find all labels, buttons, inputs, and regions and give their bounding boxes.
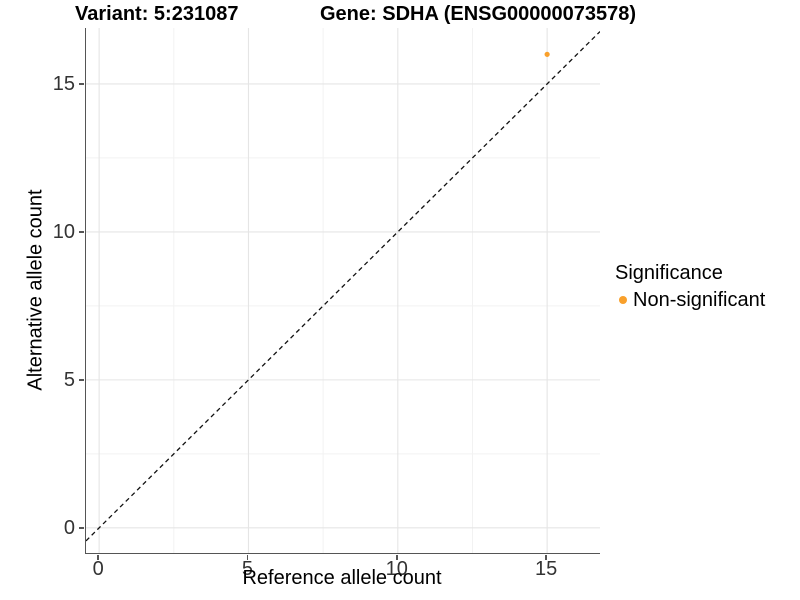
y-tick-mark <box>78 527 84 529</box>
x-tick-mark <box>545 554 547 560</box>
x-axis-label: Reference allele count <box>242 567 442 589</box>
x-tick-mark <box>246 554 249 560</box>
x-tick-label: 15 <box>535 558 558 580</box>
data-point <box>544 51 550 57</box>
plot-title-variant: Variant: 5:231087 <box>75 3 239 25</box>
y-tick-label: 5 <box>63 368 75 391</box>
legend-point-icon <box>619 296 627 304</box>
x-tick-mark <box>396 554 398 560</box>
y-tick-label: 10 <box>52 220 75 243</box>
plot-title-gene: Gene: SDHA (ENSG00000073578) <box>320 3 637 25</box>
identity-dashed-line <box>86 31 600 542</box>
legend: Significance Non-significant <box>615 261 765 313</box>
legend-title: Significance <box>615 262 723 284</box>
x-tick-label: 5 <box>241 558 254 580</box>
x-tick-label: 0 <box>92 558 104 580</box>
y-tick-label: 0 <box>63 516 75 539</box>
y-tick-label: 15 <box>52 72 75 95</box>
x-tick-mark <box>97 554 99 560</box>
y-tick-mark <box>78 379 84 381</box>
plot-canvas <box>86 28 600 553</box>
plot-panel <box>85 28 600 554</box>
x-tick-label: 10 <box>385 558 408 580</box>
legend-item: Non-significant <box>615 287 765 313</box>
y-tick-mark <box>78 231 84 233</box>
legend-item-label: Non-significant <box>633 288 766 311</box>
y-tick-mark <box>78 83 84 85</box>
